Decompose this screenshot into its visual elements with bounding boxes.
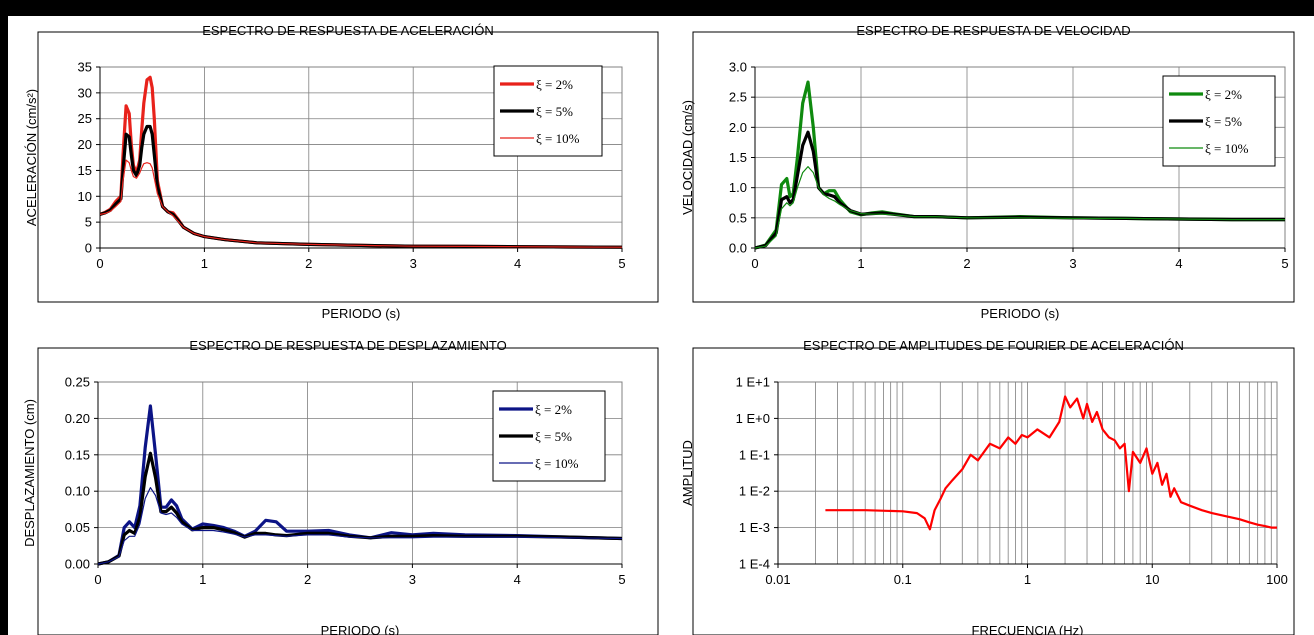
y-tick-label: 15 bbox=[78, 163, 92, 178]
x-tick-label: 5 bbox=[1281, 256, 1288, 271]
y-axis-label: AMPLITUD bbox=[680, 440, 695, 506]
y-axis-label: DESPLAZAMIENTO (cm) bbox=[22, 399, 37, 547]
x-tick-label: 1 bbox=[199, 572, 206, 587]
x-tick-label: 1 bbox=[857, 256, 864, 271]
legend-box bbox=[493, 65, 603, 157]
x-tick-label: 0.01 bbox=[765, 572, 790, 587]
x-tick-label: 4 bbox=[514, 572, 521, 587]
chart-area-frame bbox=[692, 31, 1295, 303]
x-tick-label: 4 bbox=[1175, 256, 1182, 271]
x-tick-label: 0.1 bbox=[894, 572, 912, 587]
y-tick-label: 0.10 bbox=[65, 484, 90, 499]
chart-title: ESPECTRO DE AMPLITUDES DE FOURIER DE ACE… bbox=[803, 338, 1184, 353]
chart-title: ESPECTRO DE RESPUESTA DE ACELERACIÓN bbox=[202, 23, 494, 38]
series-line-2 bbox=[98, 451, 622, 566]
x-tick-label: 5 bbox=[618, 256, 625, 271]
legend-label: ξ = 5% bbox=[535, 429, 572, 444]
chart-sheet: ESPECTRO DE RESPUESTA DE ACELERACIÓN 0 1 2 3… bbox=[8, 16, 1314, 635]
legend-label: ξ = 10% bbox=[1205, 141, 1249, 156]
legend-label: ξ = 2% bbox=[536, 77, 573, 92]
y-tick-label: 5 bbox=[85, 215, 92, 230]
y-tick-label: 2.0 bbox=[729, 120, 747, 135]
y-tick-label: 1 E-2 bbox=[739, 484, 770, 499]
series-line-3 bbox=[98, 487, 622, 565]
legend-label: ξ = 5% bbox=[536, 104, 573, 119]
series-line-3 bbox=[100, 159, 622, 248]
legend: ξ = 2% ξ = 5% ξ = 10% bbox=[1162, 75, 1276, 167]
series-line-3 bbox=[755, 166, 1285, 249]
y-tick-label: 35 bbox=[78, 60, 92, 75]
y-tick-label: 3.0 bbox=[729, 60, 747, 75]
x-tick-label: 4 bbox=[514, 256, 521, 271]
x-tick-label: 1 bbox=[201, 256, 208, 271]
legend-label: ξ = 10% bbox=[536, 131, 580, 146]
x-tick-label: 1 bbox=[1024, 572, 1031, 587]
chart-title: ESPECTRO DE RESPUESTA DE VELOCIDAD bbox=[856, 23, 1130, 38]
x-tick-label: 3 bbox=[409, 572, 416, 587]
chart-3: ESPECTRO DE RESPUESTA DE DESPLAZAMIENTO 0… bbox=[22, 338, 659, 635]
y-tick-label: 0.25 bbox=[65, 375, 90, 390]
y-tick-label: 1 E-4 bbox=[739, 557, 770, 572]
x-tick-label: 2 bbox=[304, 572, 311, 587]
y-tick-label: 0.15 bbox=[65, 447, 90, 462]
y-tick-label: 1 E-3 bbox=[739, 520, 770, 535]
y-tick-label: 0.00 bbox=[65, 557, 90, 572]
legend: ξ = 2% ξ = 5% ξ = 10% bbox=[492, 390, 606, 482]
y-tick-label: 25 bbox=[78, 111, 92, 126]
chart-4: ESPECTRO DE AMPLITUDES DE FOURIER DE ACE… bbox=[680, 338, 1295, 635]
x-tick-label: 0 bbox=[94, 572, 101, 587]
series-line-1 bbox=[98, 404, 622, 566]
y-axis-label: ACELERACIÓN (cm/s²) bbox=[24, 89, 39, 226]
charts-canvas: ESPECTRO DE RESPUESTA DE ACELERACIÓN 0 1 2 3… bbox=[22, 23, 1295, 635]
y-tick-label: 0.0 bbox=[729, 241, 747, 256]
y-tick-label: 1.0 bbox=[729, 180, 747, 195]
y-tick-label: 2.5 bbox=[729, 90, 747, 105]
y-tick-label: 0.5 bbox=[729, 210, 747, 225]
x-tick-label: 2 bbox=[305, 256, 312, 271]
y-tick-label: 1 E-1 bbox=[739, 447, 770, 462]
x-axis-label: PERIODO (s) bbox=[322, 306, 401, 321]
x-tick-label: 2 bbox=[963, 256, 970, 271]
chart-1: ESPECTRO DE RESPUESTA DE ACELERACIÓN 0 1 2 3… bbox=[24, 23, 659, 321]
x-axis-label: FRECUENCIA (Hz) bbox=[972, 623, 1084, 635]
legend-label: ξ = 10% bbox=[535, 456, 579, 471]
x-tick-label: 3 bbox=[410, 256, 417, 271]
y-tick-label: 1 E+1 bbox=[736, 375, 770, 390]
y-tick-label: 10 bbox=[78, 189, 92, 204]
x-axis-label: PERIODO (s) bbox=[321, 623, 400, 635]
y-tick-label: 20 bbox=[78, 137, 92, 152]
legend-label: ξ = 2% bbox=[535, 402, 572, 417]
legend: ξ = 2% ξ = 5% ξ = 10% bbox=[493, 65, 603, 157]
y-tick-label: 1 E+0 bbox=[736, 411, 770, 426]
x-tick-label: 0 bbox=[96, 256, 103, 271]
chart-2: ESPECTRO DE RESPUESTA DE VELOCIDAD 0 1 2 3 4 5… bbox=[680, 23, 1295, 321]
x-axis-label: PERIODO (s) bbox=[981, 306, 1060, 321]
legend-label: ξ = 5% bbox=[1205, 114, 1242, 129]
y-tick-label: 1.5 bbox=[729, 150, 747, 165]
y-tick-label: 0 bbox=[85, 241, 92, 256]
series-line-1 bbox=[825, 395, 1277, 531]
x-tick-label: 100 bbox=[1266, 572, 1288, 587]
chart-title: ESPECTRO DE RESPUESTA DE DESPLAZAMIENTO bbox=[189, 338, 506, 353]
x-tick-label: 3 bbox=[1069, 256, 1076, 271]
legend-label: ξ = 2% bbox=[1205, 87, 1242, 102]
x-tick-label: 5 bbox=[618, 572, 625, 587]
gridlines bbox=[778, 382, 1277, 564]
y-axis-label: VELOCIDAD (cm/s) bbox=[680, 100, 695, 215]
x-tick-label: 10 bbox=[1145, 572, 1159, 587]
x-tick-label: 0 bbox=[751, 256, 758, 271]
y-tick-label: 0.05 bbox=[65, 520, 90, 535]
y-tick-label: 0.20 bbox=[65, 411, 90, 426]
y-tick-label: 30 bbox=[78, 85, 92, 100]
